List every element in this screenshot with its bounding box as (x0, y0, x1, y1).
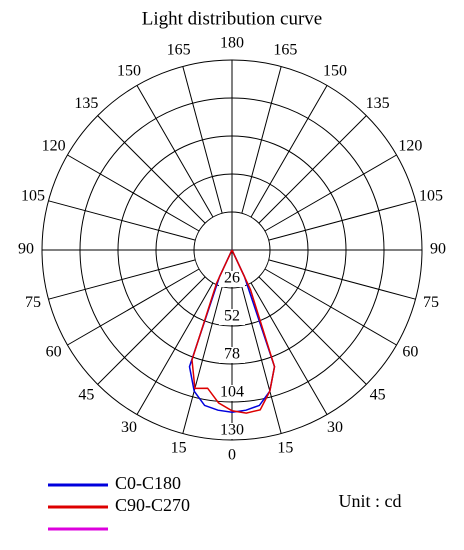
angle-tick-label: 120 (398, 138, 422, 155)
angle-tick-label: 105 (419, 187, 443, 204)
unit-label: Unit : cd (339, 491, 402, 511)
angle-tick-label: 150 (323, 62, 347, 79)
radial-tick-label: 104 (220, 384, 244, 401)
angle-tick-label: 165 (273, 42, 297, 59)
angle-tick-label: 90 (18, 241, 34, 258)
angle-tick-label: 105 (21, 187, 45, 204)
angle-tick-label: 60 (402, 344, 418, 361)
radial-tick-label: 130 (220, 422, 244, 439)
angle-tick-label: 90 (430, 241, 446, 258)
radial-tick-label: 26 (224, 270, 240, 287)
radial-grid-circle (155, 173, 309, 327)
angle-tick-label: 15 (277, 440, 293, 457)
label-bg (219, 423, 245, 439)
angle-tick-label: 0 (228, 447, 236, 464)
radial-tick-label: 78 (224, 346, 240, 363)
angle-tick-label: 30 (327, 419, 343, 436)
label-bg (219, 271, 245, 287)
chart-title: Light distribution curve (142, 8, 322, 29)
radial-grid-circle (41, 59, 423, 441)
label-bg (219, 347, 245, 363)
angle-tick-label: 120 (42, 138, 66, 155)
radial-grid-circle (193, 211, 271, 289)
angle-tick-label: 180 (220, 35, 244, 52)
radial-grid-circle (117, 135, 347, 365)
legend-label: C90-C270 (115, 495, 190, 515)
radial-tick-label: 52 (224, 308, 240, 325)
legend-label: C0-C180 (115, 473, 181, 493)
angle-tick-label: 60 (46, 344, 62, 361)
angle-tick-label: 30 (121, 419, 137, 436)
angle-tick-label: 135 (74, 95, 98, 112)
angle-tick-label: 75 (25, 294, 41, 311)
angle-tick-label: 165 (167, 42, 191, 59)
angle-tick-label: 75 (423, 294, 439, 311)
curve (191, 249, 276, 414)
angle-tick-label: 135 (366, 95, 390, 112)
angle-tick-label: 150 (117, 62, 141, 79)
label-bg (219, 385, 245, 401)
angle-tick-label: 15 (171, 440, 187, 457)
radial-grid-circle (79, 97, 385, 403)
label-bg (219, 309, 245, 325)
angle-tick-label: 45 (370, 386, 386, 403)
angle-tick-label: 45 (78, 386, 94, 403)
